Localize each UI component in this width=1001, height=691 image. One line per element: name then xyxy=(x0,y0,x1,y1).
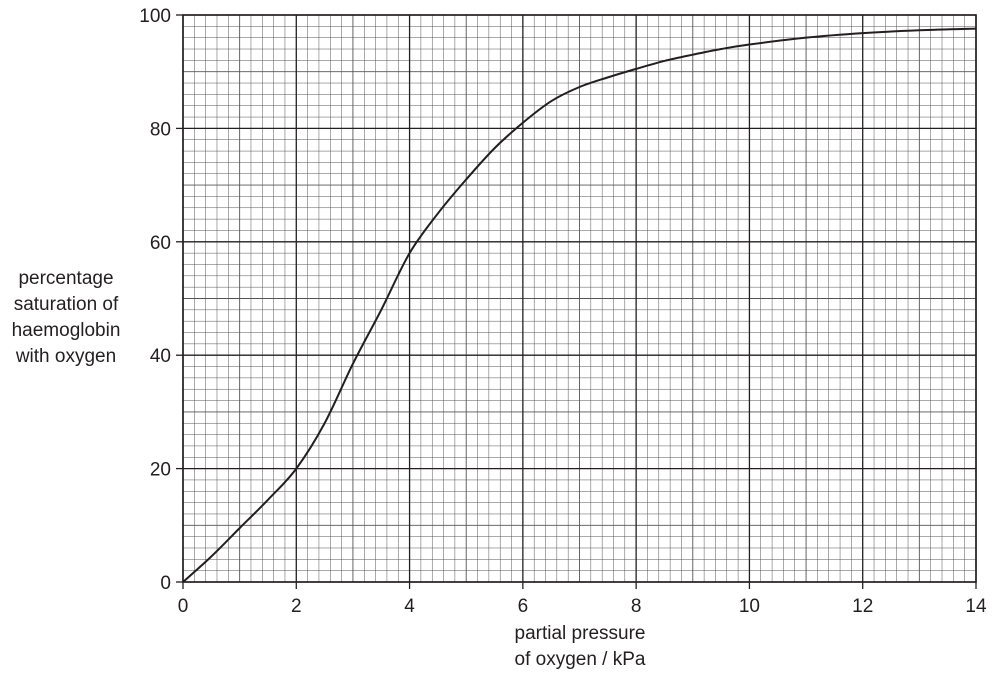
y-axis-label-line: percentage xyxy=(18,268,114,289)
x-tick-label: 4 xyxy=(404,596,415,617)
y-axis-label-line: haemoglobin xyxy=(11,320,121,341)
x-tick-label: 8 xyxy=(631,596,642,617)
y-axis-label: percentage saturation of haemoglobin wit… xyxy=(0,266,132,370)
x-tick-label: 12 xyxy=(852,596,873,617)
y-tick-label: 40 xyxy=(150,346,171,367)
x-tick-label: 10 xyxy=(739,596,760,617)
y-axis-label-line: saturation of xyxy=(13,294,119,315)
x-tick-label: 2 xyxy=(291,596,302,617)
y-tick-label: 60 xyxy=(150,233,171,254)
x-tick-label: 6 xyxy=(518,596,529,617)
tick-labels: 0 2 4 6 8 10 12 14 0 20 40 60 80 100 xyxy=(139,6,987,617)
minor-gridlines xyxy=(183,15,976,582)
x-axis-label-line: of oxygen / kPa xyxy=(514,649,646,670)
y-tick-label: 0 xyxy=(160,573,171,594)
y-tick-label: 100 xyxy=(139,6,171,27)
y-tick-label: 80 xyxy=(150,119,171,140)
x-tick-label: 0 xyxy=(178,596,189,617)
plot-border xyxy=(182,14,977,583)
x-axis-label-line: partial pressure xyxy=(514,623,646,644)
x-axis-label: partial pressure of oxygen / kPa xyxy=(480,621,680,673)
y-tick-label: 20 xyxy=(150,460,171,481)
y-axis-label-line: with oxygen xyxy=(15,346,117,367)
x-tick-label: 14 xyxy=(965,596,987,617)
dissociation-curve xyxy=(182,27,977,583)
